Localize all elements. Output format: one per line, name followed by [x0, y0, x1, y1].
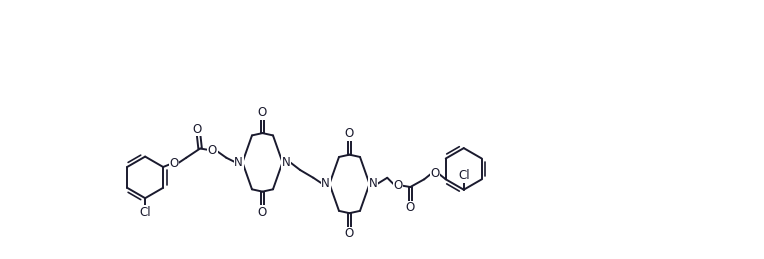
Text: Cl: Cl [458, 169, 470, 182]
Text: O: O [258, 106, 267, 119]
Text: N: N [235, 156, 243, 169]
Text: O: O [406, 201, 415, 214]
Text: O: O [393, 179, 403, 192]
Text: O: O [193, 123, 202, 136]
Text: N: N [282, 156, 291, 169]
Text: O: O [345, 227, 354, 240]
Text: O: O [258, 206, 267, 219]
Text: O: O [430, 167, 439, 180]
Text: O: O [345, 127, 354, 140]
Text: O: O [208, 143, 217, 156]
Text: Cl: Cl [139, 206, 151, 219]
Text: N: N [369, 177, 377, 190]
Text: N: N [321, 177, 330, 190]
Text: O: O [170, 157, 179, 170]
